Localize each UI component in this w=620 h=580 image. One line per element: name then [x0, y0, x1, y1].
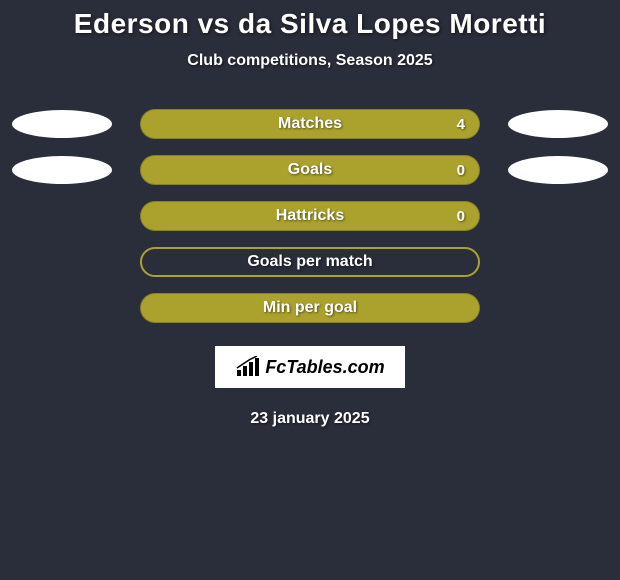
stat-value: 0 [457, 208, 465, 225]
comparison-card: Ederson vs da Silva Lopes Moretti Club c… [0, 0, 620, 580]
stat-row-min-per-goal: Min per goal [0, 292, 620, 324]
player-left-marker [12, 110, 112, 138]
brand-text: FcTables.com [265, 357, 384, 378]
stat-row-matches: Matches 4 [0, 108, 620, 140]
brand-badge: FcTables.com [215, 346, 404, 388]
stat-label: Matches [278, 115, 342, 133]
bar-chart-icon [235, 356, 259, 378]
stat-row-goals-per-match: Goals per match [0, 246, 620, 278]
stat-row-hattricks: Hattricks 0 [0, 200, 620, 232]
stat-label: Hattricks [276, 207, 344, 225]
date-label: 23 january 2025 [250, 410, 369, 428]
player-right-marker [508, 156, 608, 184]
stat-bar: Min per goal [140, 293, 480, 323]
stat-label: Min per goal [263, 299, 357, 317]
stat-value: 4 [457, 116, 465, 133]
subtitle: Club competitions, Season 2025 [187, 52, 432, 70]
stat-label: Goals [288, 161, 332, 179]
player-right-marker [508, 110, 608, 138]
player-left-marker [12, 156, 112, 184]
stat-label: Goals per match [247, 253, 372, 271]
stat-value: 0 [457, 162, 465, 179]
stat-bar: Matches 4 [140, 109, 480, 139]
stat-bar: Goals 0 [140, 155, 480, 185]
stat-row-goals: Goals 0 [0, 154, 620, 186]
stat-bar: Hattricks 0 [140, 201, 480, 231]
stat-bar: Goals per match [140, 247, 480, 277]
stats-list: Matches 4 Goals 0 Hattricks 0 Goals per … [0, 108, 620, 324]
page-title: Ederson vs da Silva Lopes Moretti [74, 8, 546, 40]
